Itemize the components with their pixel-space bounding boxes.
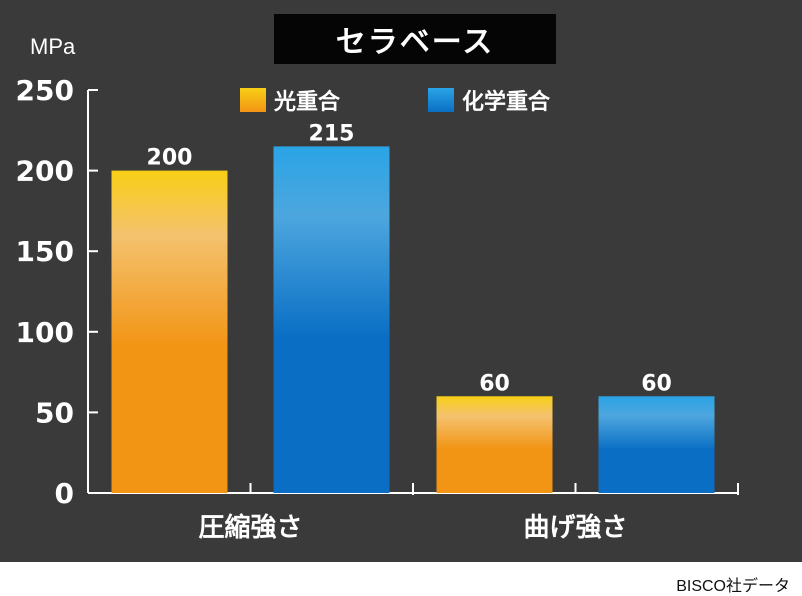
bar-chart: 0 50 100 150 200 250 200 215 圧縮強さ 60 60 曲げ強さ [16,74,739,543]
labels: 0 50 100 150 200 250 200 215 圧縮強さ 60 60 曲げ強さ [16,74,672,543]
bar-light-cure [111,170,228,493]
y-tick-label: 100 [16,316,74,349]
legend-swatch-orange [240,88,266,112]
bar-value-label: 215 [309,121,355,146]
bar-chemical-cure [598,396,715,493]
y-tick-label: 50 [35,396,74,429]
data-source-credit: BISCO社データ [676,578,790,595]
bar-value-label: 60 [641,371,672,396]
x-category-label: 圧縮強さ [198,512,302,543]
bar-chemical-cure [273,146,390,494]
bar-value-label: 200 [147,146,193,171]
legend-item-light-cure: 光重合 [240,84,340,116]
y-tick-label: 150 [16,235,74,268]
legend-item-chemical-cure: 化学重合 [428,84,550,116]
bars [111,146,715,494]
legend-label-light-cure: 光重合 [274,90,341,115]
bar-value-label: 60 [479,371,510,396]
x-category-label: 曲げ強さ [523,513,627,543]
y-tick-label: 0 [55,477,74,510]
bar-light-cure [436,396,553,493]
legend-label-chemical-cure: 化学重合 [462,90,551,115]
chart-title: セラベース [274,14,556,64]
y-axis-unit: MPa [30,34,76,59]
legend-swatch-blue [428,88,454,112]
y-tick-label: 250 [16,74,74,107]
y-tick-label: 200 [16,155,74,188]
